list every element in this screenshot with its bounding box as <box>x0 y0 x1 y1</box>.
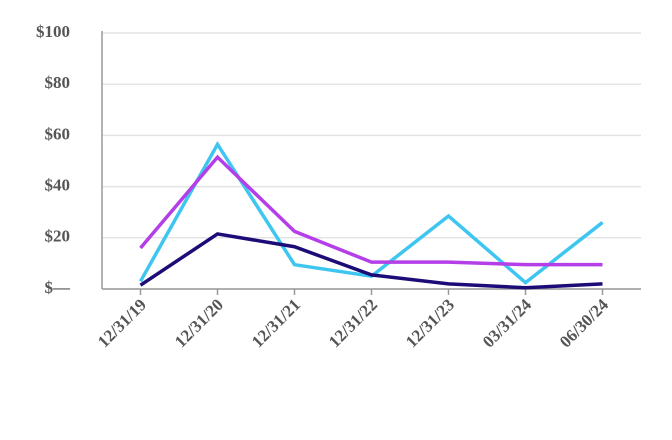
y-tick-label: $20 <box>45 227 71 246</box>
y-tick-label: $80 <box>45 73 71 92</box>
x-tick-label: 12/31/22 <box>325 295 381 351</box>
x-tick-label: 12/31/23 <box>402 295 458 351</box>
series-line <box>139 232 603 290</box>
x-tick-label: 12/31/19 <box>94 295 150 351</box>
y-tick-label: $40 <box>45 176 71 195</box>
y-tick-label: $— <box>45 278 72 297</box>
x-tick-label: 03/31/24 <box>479 295 536 352</box>
y-tick-label: $100 <box>36 22 70 41</box>
y-tick-label: $60 <box>45 124 71 143</box>
x-tick-label: 12/31/20 <box>171 295 227 351</box>
x-tick-label: 06/30/24 <box>556 295 613 352</box>
series-line <box>139 154 603 267</box>
x-tick-label: 12/31/21 <box>248 295 304 351</box>
